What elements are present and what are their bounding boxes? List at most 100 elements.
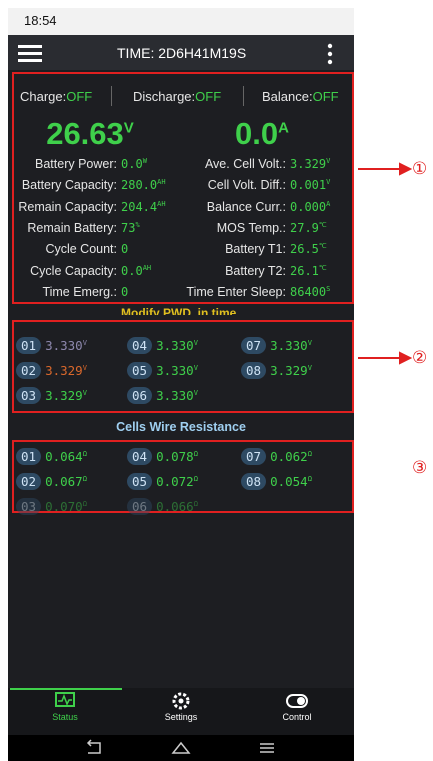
param-label: Battery T2: xyxy=(225,264,286,278)
nav-tab[interactable]: Control xyxy=(257,712,337,722)
param-value: 0.000A xyxy=(290,200,330,214)
current-value: 0.0 xyxy=(235,116,278,151)
cell-id: 05 xyxy=(127,362,152,379)
param-value: 73% xyxy=(121,221,140,235)
cell-value: 0.064 xyxy=(45,449,83,464)
param-unit: W xyxy=(143,157,147,165)
cell-id: 02 xyxy=(16,473,41,490)
param-number: 27.9 xyxy=(290,221,319,235)
param-value: 27.9℃ xyxy=(290,221,327,235)
param-unit: ℃ xyxy=(319,242,327,250)
param-unit: V xyxy=(326,178,330,186)
cell-id: 07 xyxy=(241,337,266,354)
param-value: 0 xyxy=(121,242,128,256)
more-button[interactable] xyxy=(326,43,334,65)
cell-id: 05 xyxy=(127,473,152,490)
cell-unit: Ω xyxy=(83,475,87,483)
annotation-arrows xyxy=(356,160,412,460)
param-unit: AH xyxy=(157,200,165,208)
param-value: 0.0W xyxy=(121,157,147,171)
param-number: 0.001 xyxy=(290,178,326,192)
cell-value: 3.330 xyxy=(156,388,194,403)
tab-indicator xyxy=(10,688,122,690)
cell-value: 0.066 xyxy=(156,499,194,514)
param-number: 0 xyxy=(121,242,128,256)
cell-unit: V xyxy=(83,389,87,397)
param-value: 0.001V xyxy=(290,178,330,192)
cell-id: 06 xyxy=(127,498,152,515)
param-number: 0.0 xyxy=(121,264,143,278)
cell-value: 0.054 xyxy=(270,474,308,489)
param-unit: AH xyxy=(143,264,151,272)
param-value: 280.0AH xyxy=(121,178,166,192)
param-value: 3.329V xyxy=(290,157,330,171)
param-number: 26.5 xyxy=(290,242,319,256)
cell-value: 0.078 xyxy=(156,449,194,464)
param-number: 280.0 xyxy=(121,178,157,192)
current-unit: A xyxy=(278,120,289,137)
param-number: 3.329 xyxy=(290,157,326,171)
annotation-label: ① xyxy=(412,159,427,179)
settings-icon xyxy=(171,692,191,710)
control-icon xyxy=(286,694,308,708)
notice: Modify PWD. in time xyxy=(121,306,236,315)
cell-value: 3.330 xyxy=(156,363,194,378)
param-label: Remain Capacity: xyxy=(18,200,117,214)
main-current: 0.0A xyxy=(182,116,342,152)
cell-id: 04 xyxy=(127,337,152,354)
menu-button[interactable] xyxy=(18,44,44,64)
param-label: Ave. Cell Volt.: xyxy=(205,157,286,171)
param-number: 0.000 xyxy=(290,200,326,214)
cell-id: 02 xyxy=(16,362,41,379)
cell: 073.330V xyxy=(241,337,312,354)
cell-value: 3.329 xyxy=(45,363,83,378)
param-value: 86400S xyxy=(290,285,330,299)
param-unit: ℃ xyxy=(319,264,327,272)
switch-label: Charge: xyxy=(20,89,66,104)
param-value: 26.1℃ xyxy=(290,264,327,278)
cell-id: 03 xyxy=(16,498,41,515)
switch[interactable]: Charge:OFF xyxy=(20,89,92,104)
voltage-value: 26.63 xyxy=(46,116,124,151)
cell-id: 07 xyxy=(241,448,266,465)
cell-unit: Ω xyxy=(194,450,198,458)
cell-value: 3.329 xyxy=(270,363,308,378)
cell-unit: Ω xyxy=(308,475,312,483)
cell-value: 0.062 xyxy=(270,449,308,464)
cell-id: 01 xyxy=(16,337,41,354)
param-unit: A xyxy=(326,200,330,208)
switch-state: OFF xyxy=(66,89,92,104)
cell-unit: Ω xyxy=(194,500,198,508)
cell: 013.330V xyxy=(16,337,87,354)
switch[interactable]: Balance:OFF xyxy=(262,89,339,104)
cell: 04 0.078Ω xyxy=(127,448,198,465)
param-label: Time Emerg.: xyxy=(42,285,117,299)
cell-value: 3.330 xyxy=(270,338,308,353)
param-value: 0 xyxy=(121,285,128,299)
nav-tab[interactable]: Settings xyxy=(141,712,221,722)
switch-state: OFF xyxy=(195,89,221,104)
nav-tab[interactable]: Status xyxy=(25,712,105,722)
param-number: 26.1 xyxy=(290,264,319,278)
cell-unit: Ω xyxy=(194,475,198,483)
param-label: Battery T1: xyxy=(225,242,286,256)
cell-value: 3.330 xyxy=(156,338,194,353)
param-label: Cycle Count: xyxy=(45,242,117,256)
cell-unit: Ω xyxy=(83,450,87,458)
cell-id: 04 xyxy=(127,448,152,465)
cell-id: 01 xyxy=(16,448,41,465)
switch[interactable]: Discharge:OFF xyxy=(133,89,221,104)
cell-unit: V xyxy=(83,364,87,372)
param-label: Cycle Capacity: xyxy=(30,264,117,278)
param-number: 0.0 xyxy=(121,157,143,171)
main-voltage: 26.63V xyxy=(10,116,170,152)
cell-id: 06 xyxy=(127,387,152,404)
param-unit: ℃ xyxy=(319,221,327,229)
status-icon xyxy=(55,692,75,710)
